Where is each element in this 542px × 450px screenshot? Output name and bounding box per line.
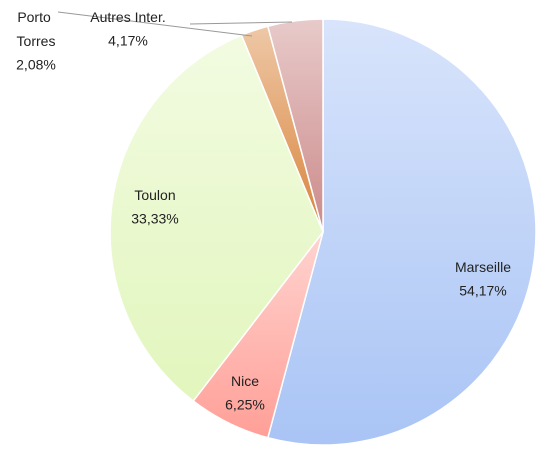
category-label: Marseille: [455, 259, 511, 275]
pie-slice: [266, 18, 324, 233]
pie-slice: [109, 34, 324, 403]
value-label: 4,17%: [108, 33, 148, 49]
value-label: 54,17%: [459, 283, 506, 299]
value-label: 6,25%: [225, 397, 265, 413]
pie-slice: [266, 18, 537, 446]
value-label: 2,08%: [16, 57, 56, 73]
leader-line: [189, 21, 293, 25]
leader-line: [57, 11, 253, 37]
category-label: Porto Torres: [17, 9, 56, 49]
category-label: Toulon: [134, 187, 175, 203]
category-label: Nice: [231, 373, 259, 389]
category-label: Autres Inter.: [90, 9, 165, 25]
value-label: 33,33%: [131, 211, 178, 227]
